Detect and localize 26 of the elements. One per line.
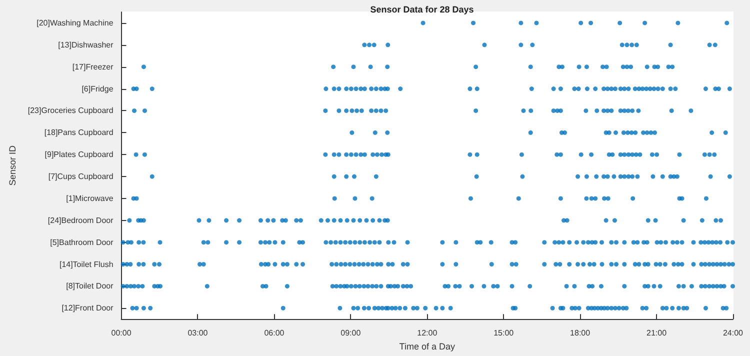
y-tick-label: [20]Washing Machine [36,18,114,28]
y-tick-label: [14]Toilet Flush [59,260,114,269]
x-tick-label: 06:00 [264,328,285,338]
x-tick-label: 24:00 [722,328,744,338]
x-tick-label: 12:00 [417,328,438,338]
chart-title: Sensor Data for 28 Days [370,4,474,14]
y-tick-label: [9]Plates Cupboard [44,150,114,160]
x-tick-label: 18:00 [570,328,591,338]
y-tick-label: [8]Toilet Door [66,282,114,291]
x-tick-label: 15:00 [494,328,514,338]
y-tick-label: [17]Freezer [72,62,114,72]
y-tick-label: [5]Bathroom Door [50,238,114,247]
x-tick-label: 03:00 [188,328,208,338]
y-tick-label: [24]Bedroom Door [48,216,114,225]
y-tick-label: [12]Front Door [62,304,114,313]
y-tick-label: [1]Microwave [66,194,114,203]
y-tick-label: [23]Groceries Cupboard [28,106,114,116]
x-tick-label: 00:00 [111,328,132,338]
y-tick-label: [13]Dishwasher [58,40,114,50]
x-tick-label: 09:00 [340,328,362,338]
x-tick-label: 21:00 [646,328,668,338]
y-tick-label: [7]Cups Cupboard [48,172,114,182]
y-tick-label: [18]Pans Cupboard [44,128,114,138]
x-axis-title: Time of a Day [399,342,456,352]
y-tick-label: [6]Fridge [82,84,114,94]
y-axis-title: Sensor ID [8,145,18,186]
